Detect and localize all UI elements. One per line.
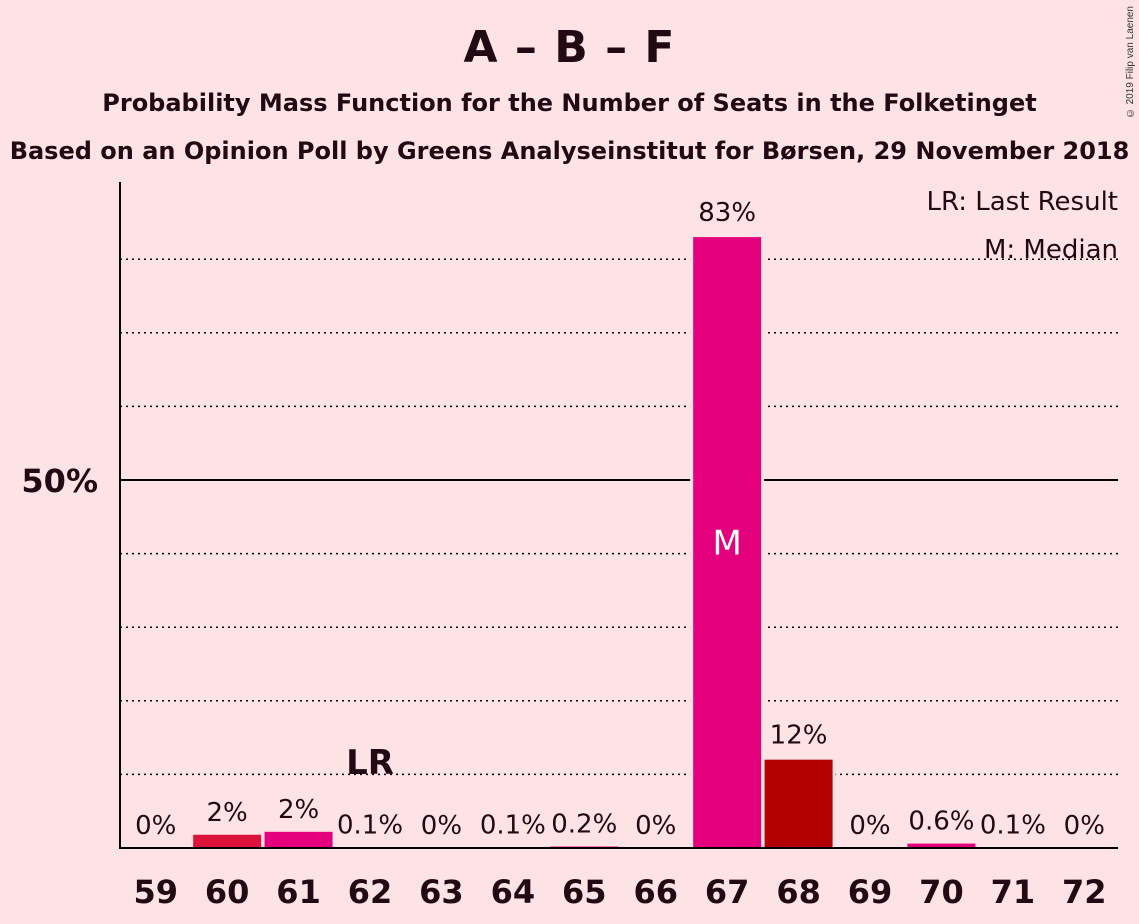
y-tick-label: 50% [21, 462, 98, 500]
legend-median: M: Median [984, 235, 1118, 265]
x-tick-label-71: 71 [991, 873, 1036, 911]
value-label-67: 83% [698, 198, 756, 228]
value-label-71: 0.1% [980, 810, 1046, 840]
x-tick-label-67: 67 [705, 873, 750, 911]
x-tick-label-59: 59 [133, 873, 178, 911]
bar-halo [547, 843, 622, 848]
bar-halo [475, 844, 550, 848]
bar-68 [764, 759, 833, 848]
value-label-65: 0.2% [551, 810, 617, 840]
x-tick-label-64: 64 [491, 873, 536, 911]
x-tick-label-65: 65 [562, 873, 607, 911]
chart-title: A – B – F [463, 22, 676, 73]
bar-60 [193, 834, 262, 848]
x-tick-label-61: 61 [276, 873, 321, 911]
value-label-70: 0.6% [908, 807, 974, 837]
legend-last-result: LR: Last Result [926, 187, 1118, 217]
bar-67 [693, 237, 762, 848]
value-label-72: 0% [1064, 811, 1105, 841]
value-label-69: 0% [849, 811, 890, 841]
value-label-61: 2% [278, 795, 319, 825]
value-label-66: 0% [635, 811, 676, 841]
value-label-64: 0.1% [480, 810, 546, 840]
value-label-60: 2% [207, 798, 248, 828]
bar-70 [907, 843, 976, 848]
chart-subtitle: Probability Mass Function for the Number… [102, 89, 1037, 117]
chart-source: Based on an Opinion Poll by Greens Analy… [9, 137, 1130, 165]
x-tick-label-66: 66 [633, 873, 678, 911]
bar-halo [975, 844, 1050, 848]
x-tick-label-62: 62 [348, 873, 393, 911]
x-tick-label-72: 72 [1062, 873, 1107, 911]
value-label-59: 0% [135, 811, 176, 841]
x-tick-label-70: 70 [919, 873, 964, 911]
x-tick-label-68: 68 [776, 873, 821, 911]
value-label-63: 0% [421, 811, 462, 841]
x-tick-label-63: 63 [419, 873, 464, 911]
median-marker: M [712, 524, 741, 564]
x-tick-label-69: 69 [848, 873, 893, 911]
value-label-62: 0.1% [337, 810, 403, 840]
x-tick-label-60: 60 [205, 873, 250, 911]
bar-halo [333, 844, 408, 848]
last-result-marker: LR [346, 743, 394, 783]
bar-61 [264, 831, 333, 848]
value-label-68: 12% [770, 721, 828, 751]
